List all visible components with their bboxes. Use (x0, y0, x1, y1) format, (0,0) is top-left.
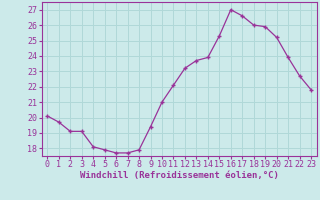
X-axis label: Windchill (Refroidissement éolien,°C): Windchill (Refroidissement éolien,°C) (80, 171, 279, 180)
